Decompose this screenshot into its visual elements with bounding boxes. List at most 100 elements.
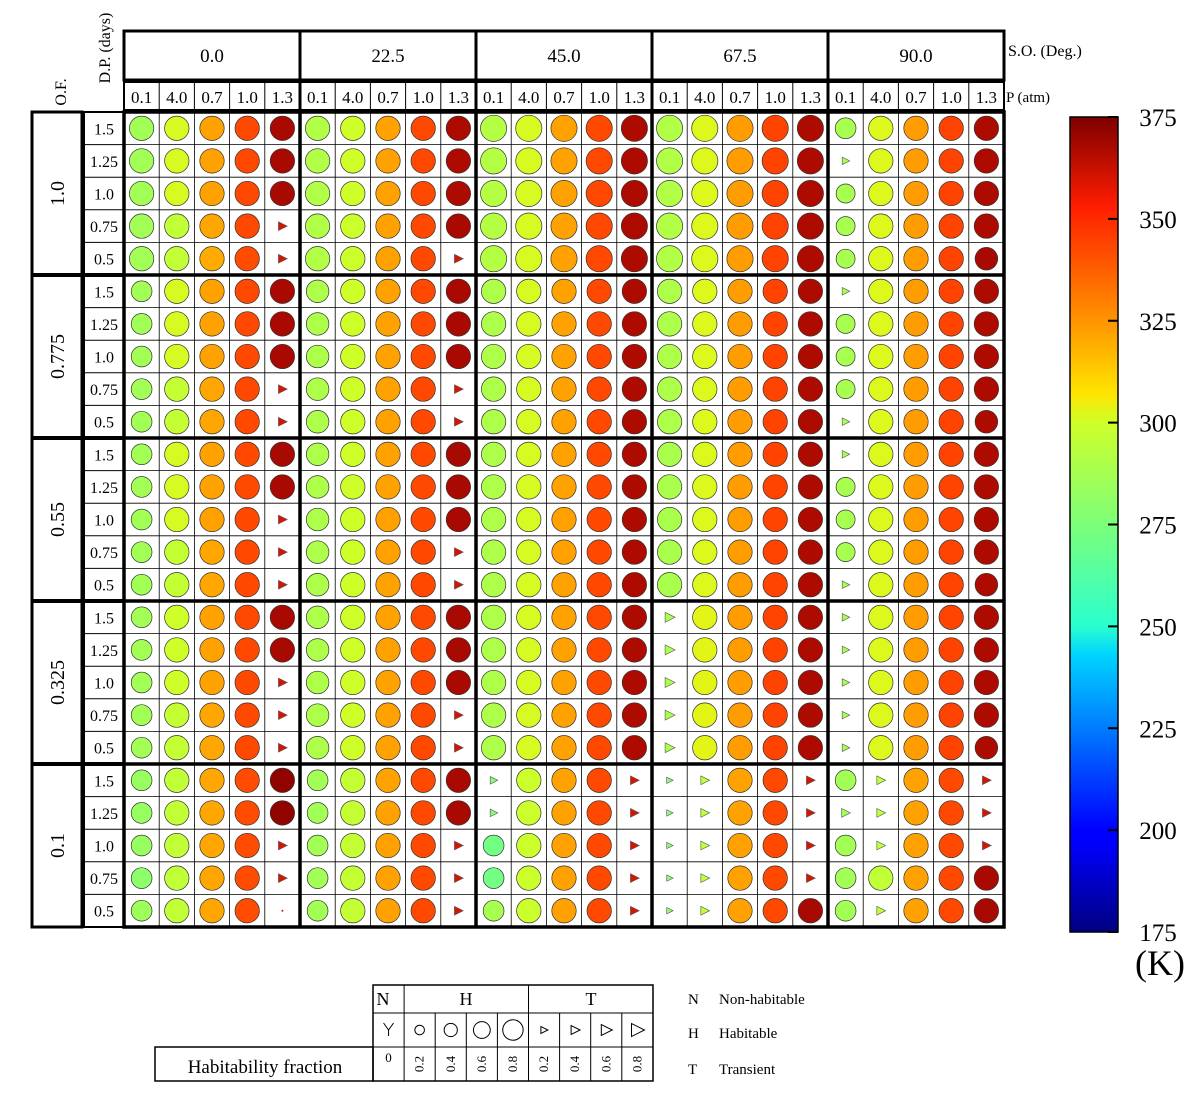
cell-marker-4-0-4-1 [164, 898, 190, 924]
cell-marker-4-1-4-4 [454, 905, 464, 916]
cell-marker-4-0-4-0 [130, 899, 153, 922]
cell-marker-1-3-2-1 [692, 343, 718, 370]
cell-marker-1-2-3-0 [481, 376, 507, 402]
legend-symbol-n [383, 1022, 394, 1036]
cell-marker-1-2-4-2 [551, 409, 577, 435]
cell-marker-4-4-4-2 [903, 898, 929, 924]
cell-marker-3-0-2-4 [278, 677, 288, 688]
cell-marker-3-3-0-2 [727, 604, 753, 630]
cell-marker-2-2-1-3 [586, 474, 612, 500]
cell-marker-3-4-0-0 [841, 613, 851, 622]
cell-marker-3-4-4-1 [868, 735, 894, 761]
cell-marker-2-2-4-4 [621, 572, 647, 598]
cell-marker-4-2-4-2 [551, 898, 577, 924]
cell-marker-0-1-0-0 [305, 115, 331, 141]
cell-marker-2-3-1-1 [692, 474, 718, 500]
cell-marker-3-4-2-3 [938, 669, 964, 696]
cell-marker-3-1-3-2 [375, 702, 401, 728]
dp-label-4-1: 1.25 [90, 806, 118, 823]
cell-marker-4-0-2-4 [278, 840, 288, 851]
cell-marker-4-1-3-2 [375, 865, 401, 891]
cell-marker-1-1-4-0 [305, 410, 330, 434]
cell-marker-3-3-1-2 [727, 637, 753, 663]
cell-marker-1-4-1-3 [938, 311, 964, 337]
cell-marker-1-2-3-4 [621, 376, 647, 402]
cell-marker-3-2-4-2 [551, 735, 577, 761]
cell-marker-1-3-1-4 [797, 311, 823, 337]
cell-marker-3-3-3-0 [664, 709, 676, 721]
cell-marker-4-1-2-1 [340, 832, 366, 859]
p-header-2-2: 0.7 [553, 88, 575, 107]
p-header-0-1: 4.0 [166, 88, 187, 107]
cell-marker-0-3-1-3 [761, 147, 789, 175]
cell-marker-0-1-4-3 [410, 246, 436, 272]
cell-marker-0-1-3-1 [340, 213, 366, 239]
cell-marker-3-2-4-3 [586, 735, 612, 761]
legend-symbol-h-4 [502, 1019, 524, 1041]
cell-marker-3-0-1-2 [199, 637, 225, 663]
cell-marker-2-0-2-0 [130, 508, 153, 531]
cell-marker-3-3-0-3 [762, 604, 788, 630]
cell-marker-4-2-3-4 [630, 873, 640, 883]
cell-marker-3-3-0-4 [797, 604, 823, 630]
cell-marker-4-3-4-4 [797, 898, 823, 924]
p-header-2-0: 0.1 [483, 88, 504, 107]
cell-marker-3-0-1-0 [130, 639, 153, 661]
cell-marker-2-1-3-0 [305, 540, 330, 564]
so-header-3: 67.5 [723, 46, 756, 67]
cell-marker-2-4-4-1 [868, 572, 894, 598]
cell-marker-4-2-2-3 [586, 832, 612, 859]
cell-marker-2-2-1-4 [621, 474, 647, 500]
habitability-legend: 0 0.2 0.4 0.6 0.8 0.2 0.4 0.6 0.8 N H T Habitabi… [154, 984, 805, 1082]
cell-marker-0-4-0-1 [868, 115, 894, 141]
cell-marker-2-1-1-0 [305, 475, 330, 499]
cell-marker-2-2-0-1 [516, 441, 542, 467]
cell-marker-4-2-4-0 [482, 899, 505, 922]
cell-marker-2-4-4-2 [903, 572, 929, 598]
p-header-row: 0.1 4.0 0.7 1.0 1.3 0.1 4.0 0.7 1.0 1.3 0.1 4.0 0.7 1… [123, 81, 1005, 111]
cell-marker-0-3-1-4 [796, 147, 824, 175]
cell-marker-4-2-0-0 [489, 776, 499, 785]
cell-marker-0-4-3-0 [835, 216, 856, 236]
legend-header-t: T [586, 989, 597, 1009]
cell-marker-1-0-1-2 [199, 311, 225, 337]
cell-marker-4-0-3-2 [199, 865, 225, 891]
cell-marker-1-1-3-3 [410, 376, 436, 402]
cell-marker-0-3-2-1 [691, 180, 719, 207]
dp-label-0-0: 1.5 [94, 121, 114, 138]
cell-marker-2-3-0-1 [692, 441, 718, 467]
cell-marker-2-3-2-0 [657, 506, 683, 533]
cell-marker-4-3-3-1 [700, 873, 711, 883]
cell-marker-3-3-1-3 [762, 637, 788, 663]
cell-marker-1-2-2-4 [621, 343, 647, 370]
cell-marker-3-3-4-3 [762, 735, 788, 761]
cell-marker-3-2-2-2 [551, 669, 577, 696]
cell-marker-4-3-3-0 [666, 874, 674, 882]
cell-marker-1-4-0-4 [973, 278, 999, 304]
cell-marker-1-1-4-4 [454, 416, 464, 427]
dp-label-3-4: 0.5 [94, 741, 114, 758]
cell-marker-3-2-2-0 [481, 669, 507, 696]
cell-marker-4-3-1-3 [762, 800, 788, 826]
cell-marker-1-2-2-3 [586, 343, 612, 370]
cell-marker-4-4-3-3 [938, 865, 964, 891]
cell-marker-3-1-0-3 [410, 604, 436, 630]
cell-marker-2-0-0-2 [199, 441, 225, 467]
cell-marker-2-1-1-4 [445, 474, 471, 500]
cell-marker-2-0-1-4 [269, 474, 295, 500]
cell-marker-4-3-0-1 [700, 775, 711, 786]
cell-marker-4-3-4-3 [762, 898, 788, 924]
cell-marker-1-1-0-0 [305, 279, 330, 303]
cell-marker-4-2-1-4 [630, 808, 640, 818]
cell-marker-1-1-4-2 [375, 409, 401, 435]
cell-marker-2-1-4-3 [410, 572, 436, 598]
legend-desc-h: Habitable [719, 1026, 778, 1042]
cell-marker-2-3-3-1 [692, 539, 718, 565]
cell-marker-1-1-1-3 [410, 311, 436, 337]
cell-marker-4-2-0-4 [630, 775, 640, 786]
so-header-4: 90.0 [899, 46, 932, 67]
cell-marker-2-4-4-4 [974, 573, 999, 597]
cell-marker-1-2-0-2 [551, 278, 577, 304]
cell-marker-3-3-1-1 [692, 637, 718, 663]
